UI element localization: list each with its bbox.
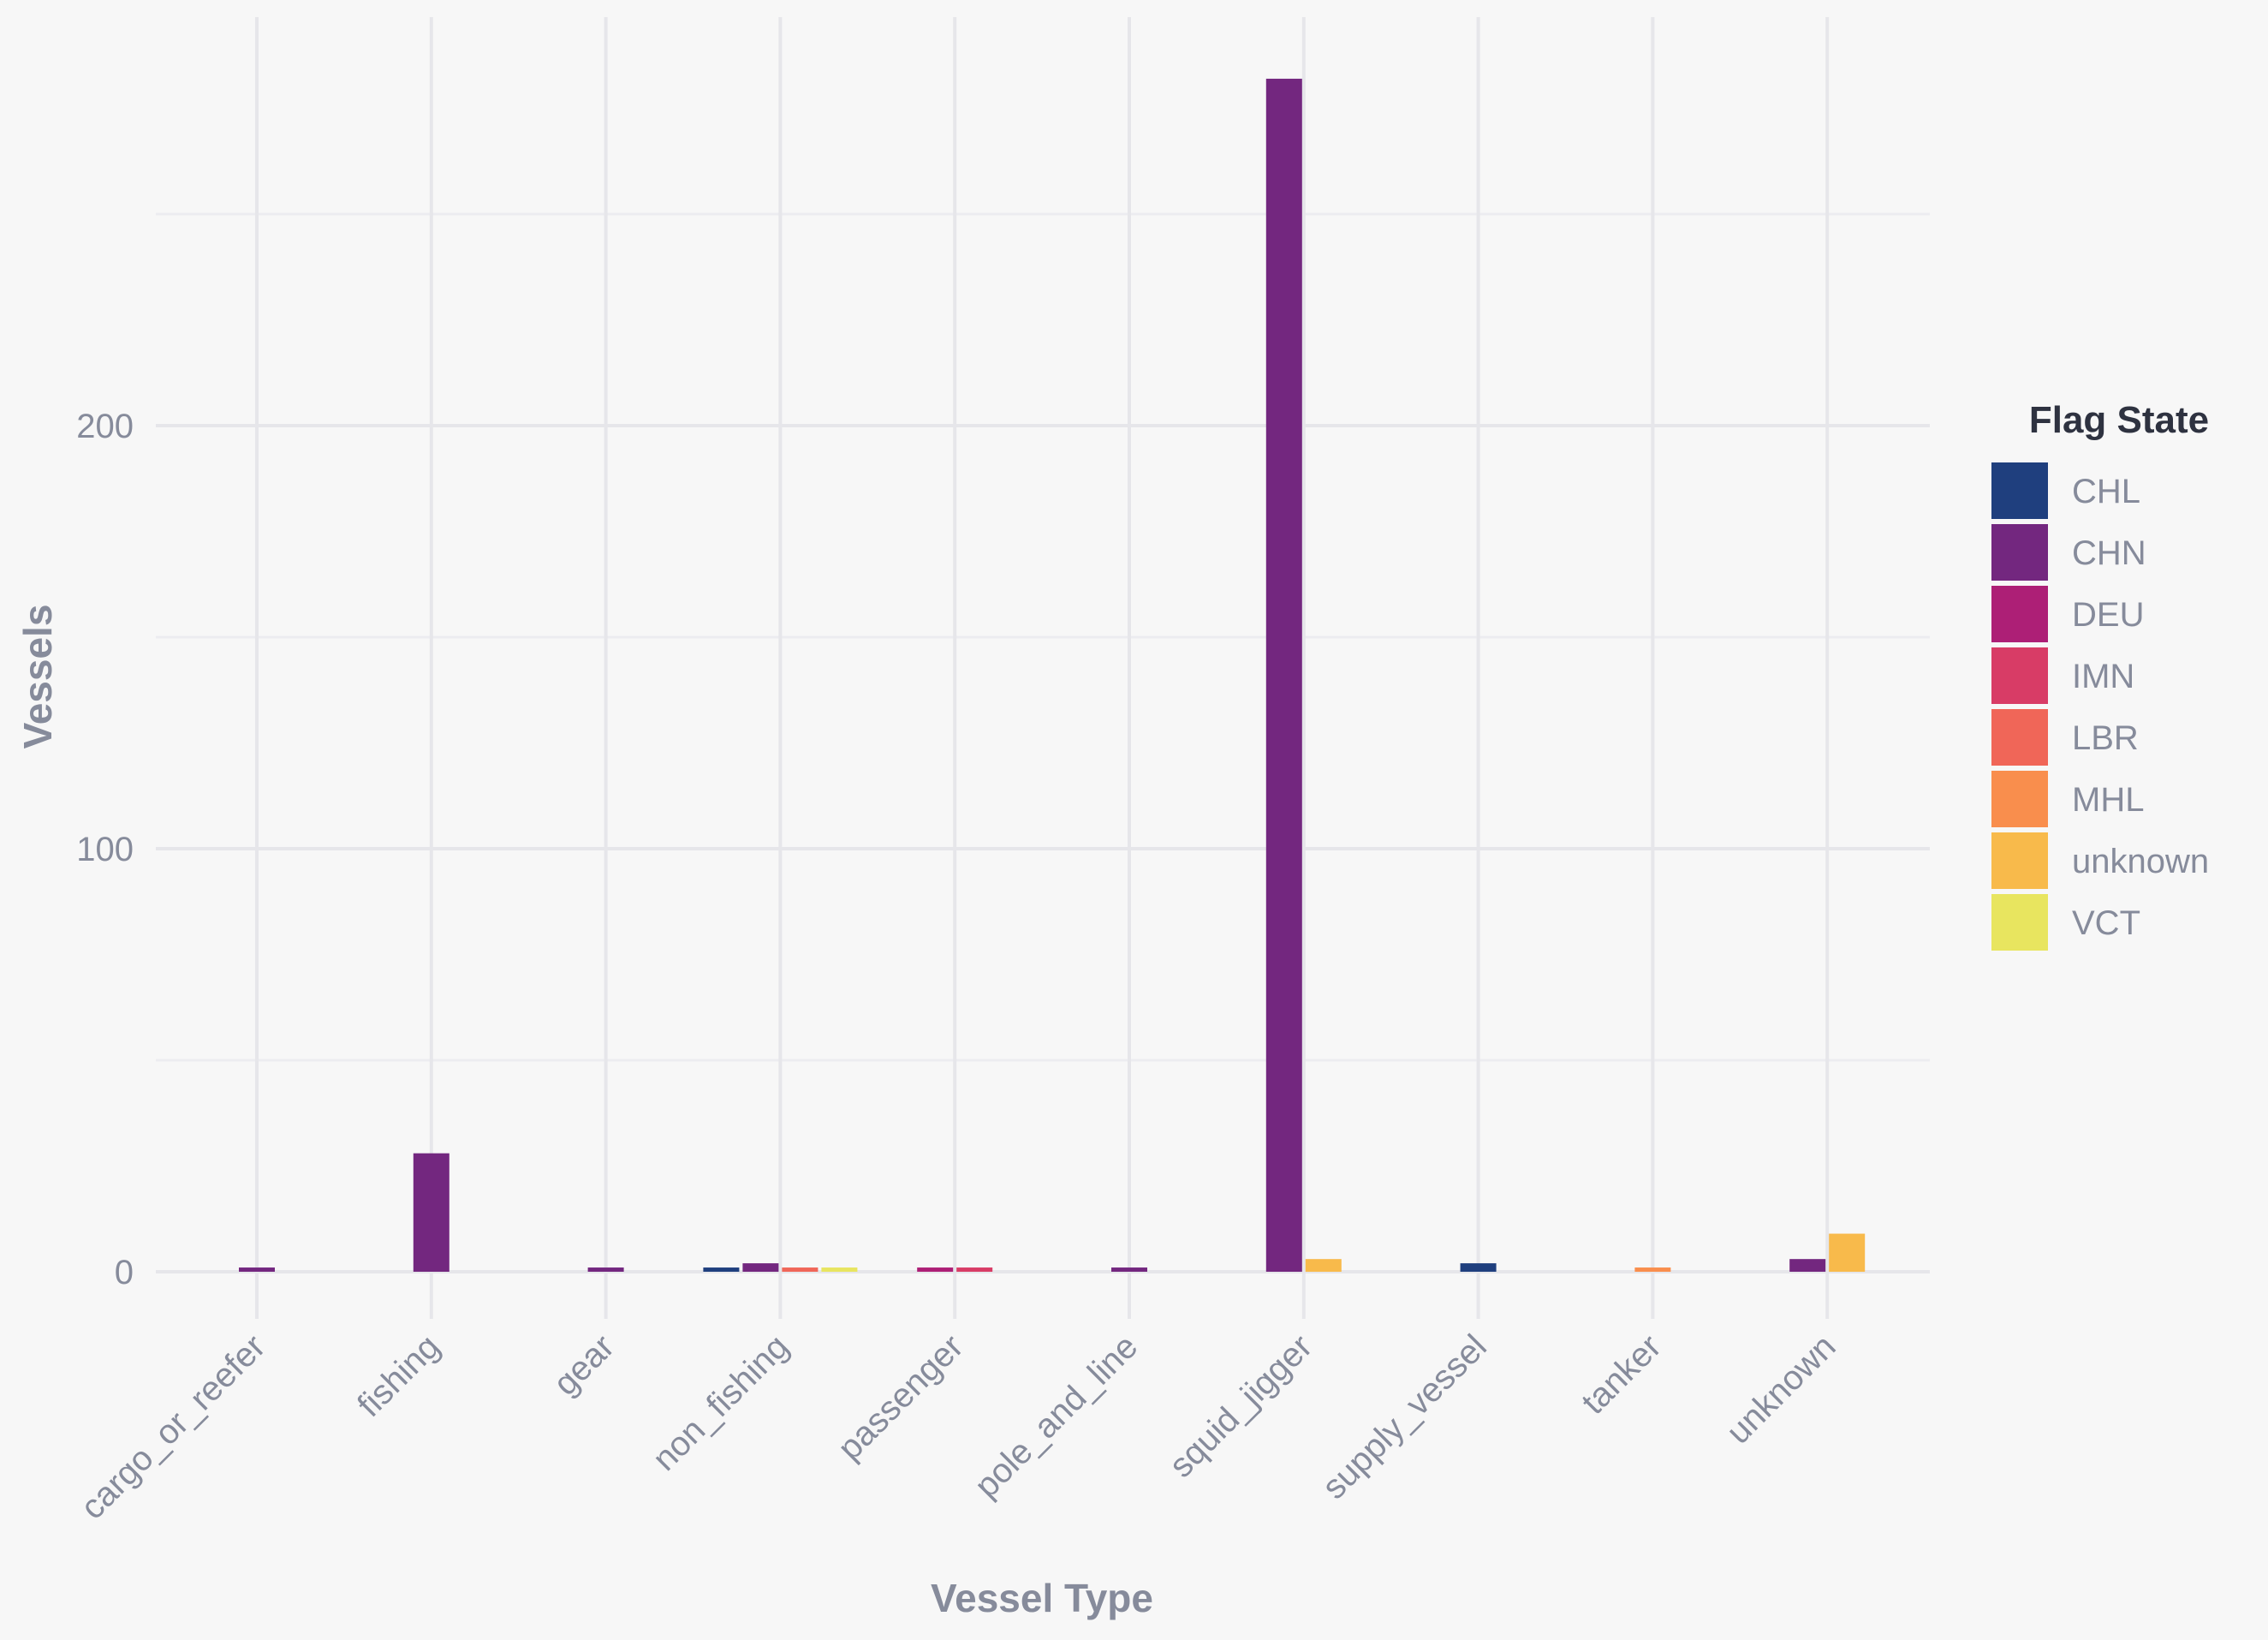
y-tick-label: 0 — [115, 1254, 134, 1291]
bar — [782, 1267, 819, 1272]
legend-swatch — [1991, 647, 2048, 704]
y-tick-label: 100 — [76, 831, 134, 868]
bar — [956, 1267, 993, 1272]
y-axis-title: Vessels — [15, 605, 60, 749]
legend-label: MHL — [2072, 781, 2144, 819]
legend-label: unknown — [2072, 843, 2209, 880]
bar — [413, 1153, 449, 1272]
x-tick-label: non_fishing — [646, 1327, 796, 1478]
x-tick-label: squid_jigger — [1163, 1327, 1320, 1485]
x-tick-label: passenger — [830, 1327, 970, 1467]
bar — [1265, 78, 1302, 1272]
legend: Flag State CHL CHN DEU IMN LBR MHL unknown VCT — [1991, 399, 2209, 951]
bar — [239, 1267, 275, 1272]
x-axis-ticks: cargo_or_reefer fishing gear non_fishing pas… — [74, 1327, 1843, 1526]
legend-swatch — [1991, 462, 2048, 519]
x-tick-label: supply_vessel — [1315, 1327, 1494, 1506]
y-tick-label: 200 — [76, 408, 134, 445]
bar — [1789, 1259, 1826, 1272]
x-axis-title: Vessel Type — [931, 1576, 1153, 1620]
legend-label: CHL — [2072, 473, 2140, 510]
bar — [1634, 1267, 1671, 1272]
grid — [156, 17, 1930, 1319]
bar — [1460, 1263, 1497, 1272]
legend-swatch — [1991, 832, 2048, 889]
bar — [587, 1267, 624, 1272]
x-tick-label: unknown — [1719, 1327, 1842, 1451]
x-tick-label: pole_and_line — [967, 1327, 1145, 1505]
x-tick-label: fishing — [350, 1327, 447, 1424]
legend-label: LBR — [2072, 719, 2139, 757]
bar — [1111, 1267, 1147, 1272]
legend-title: Flag State — [2029, 399, 2209, 441]
bar — [821, 1267, 858, 1272]
x-tick-label: cargo_or_reefer — [74, 1327, 272, 1526]
bar — [1305, 1259, 1342, 1272]
bar — [742, 1263, 779, 1272]
y-axis-ticks: 0 100 200 — [76, 408, 134, 1291]
legend-label: IMN — [2072, 658, 2134, 695]
bar — [917, 1267, 954, 1272]
legend-label: CHN — [2072, 534, 2146, 572]
legend-swatch — [1991, 709, 2048, 766]
legend-label: DEU — [2072, 596, 2144, 634]
legend-swatch — [1991, 586, 2048, 642]
legend-swatch — [1991, 894, 2048, 951]
legend-label: VCT — [2072, 904, 2140, 942]
bar — [703, 1267, 740, 1272]
x-tick-label: gear — [546, 1327, 622, 1403]
legend-swatch — [1991, 524, 2048, 581]
bars — [239, 78, 1866, 1272]
x-tick-label: tanker — [1575, 1327, 1669, 1422]
legend-swatch — [1991, 771, 2048, 827]
bar — [1829, 1233, 1866, 1272]
